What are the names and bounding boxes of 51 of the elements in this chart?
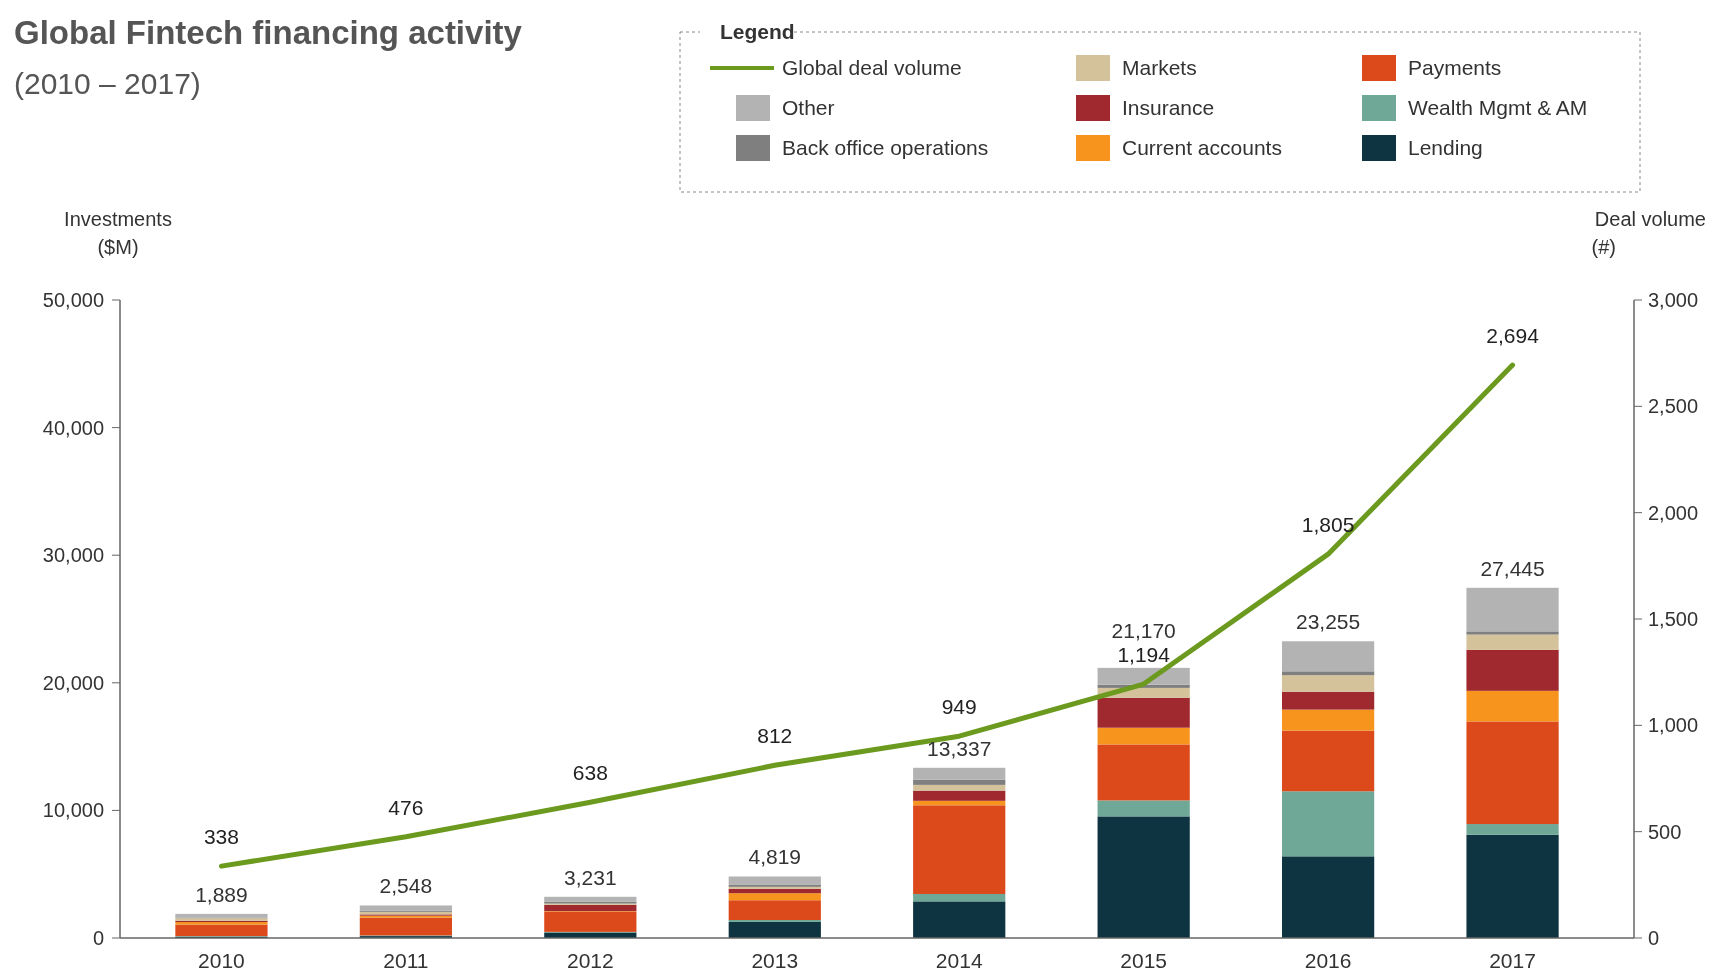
data-label: 476 (388, 795, 424, 819)
total-label: 23,255 (1295, 610, 1361, 634)
y2-tick-label: 1,000 (1648, 714, 1699, 737)
total-label: 2,548 (379, 874, 433, 898)
legend-title: Legend (720, 20, 795, 43)
x-tick-label: 2013 (751, 949, 799, 972)
chart-title: Global Fintech financing activity (14, 14, 523, 51)
y2-tick-label: 500 (1648, 820, 1682, 843)
y-tick-label: 40,000 (42, 416, 104, 439)
data-label: 638 (572, 761, 608, 785)
legend-label: Markets (1122, 56, 1197, 79)
y2-tick-label: 0 (1648, 927, 1660, 949)
y-tick-label: 20,000 (42, 671, 104, 694)
y-axis-title: Investments ($M) (64, 208, 172, 258)
y2-axis-title: Deal volume (#) (1591, 208, 1706, 258)
total-label: 13,337 (927, 736, 992, 760)
x-tick-label: 2016 (1304, 949, 1352, 972)
legend-label: Insurance (1122, 96, 1215, 119)
legend-label: Lending (1408, 136, 1483, 159)
y2-tick-label: 2,500 (1648, 395, 1699, 418)
data-label: 338 (203, 825, 239, 849)
total-label: 4,819 (748, 845, 802, 869)
x-tick-label: 2014 (935, 949, 983, 972)
y-tick-label: 30,000 (42, 544, 104, 567)
y-tick-label: 10,000 (42, 799, 104, 822)
data-label: 812 (757, 724, 793, 748)
y2-tick-label: 1,500 (1648, 608, 1699, 630)
total-label: 3,231 (564, 865, 617, 889)
data-label: 2,694 (1486, 324, 1540, 348)
legend-label: Wealth Mgmt & AM (1408, 96, 1588, 119)
y-tick-label: 50,000 (42, 289, 104, 311)
y-tick-label: 0 (92, 927, 104, 949)
legend-label: Global deal volume (782, 56, 962, 79)
legend-label: Back office operations (782, 136, 989, 159)
chart-subtitle: (2010 – 2017) (14, 67, 201, 100)
x-tick-label: 2017 (1489, 949, 1536, 972)
x-tick-label: 2010 (198, 949, 245, 972)
x-tick-label: 2015 (1120, 949, 1168, 972)
legend-label: Current accounts (1122, 136, 1282, 159)
total-label: 27,445 (1480, 556, 1545, 580)
x-tick-label: 2011 (383, 949, 429, 972)
data-label: 1,805 (1301, 513, 1355, 537)
total-label: 1,889 (195, 882, 248, 906)
data-label: 949 (941, 695, 977, 719)
x-tick-label: 2012 (566, 949, 614, 972)
total-label: 21,170 (1111, 618, 1176, 642)
y2-tick-label: 2,000 (1648, 501, 1699, 524)
legend-label: Payments (1408, 56, 1502, 79)
y2-tick-label: 3,000 (1648, 289, 1699, 311)
data-label: 1,194 (1117, 643, 1171, 667)
legend-label: Other (782, 96, 835, 119)
